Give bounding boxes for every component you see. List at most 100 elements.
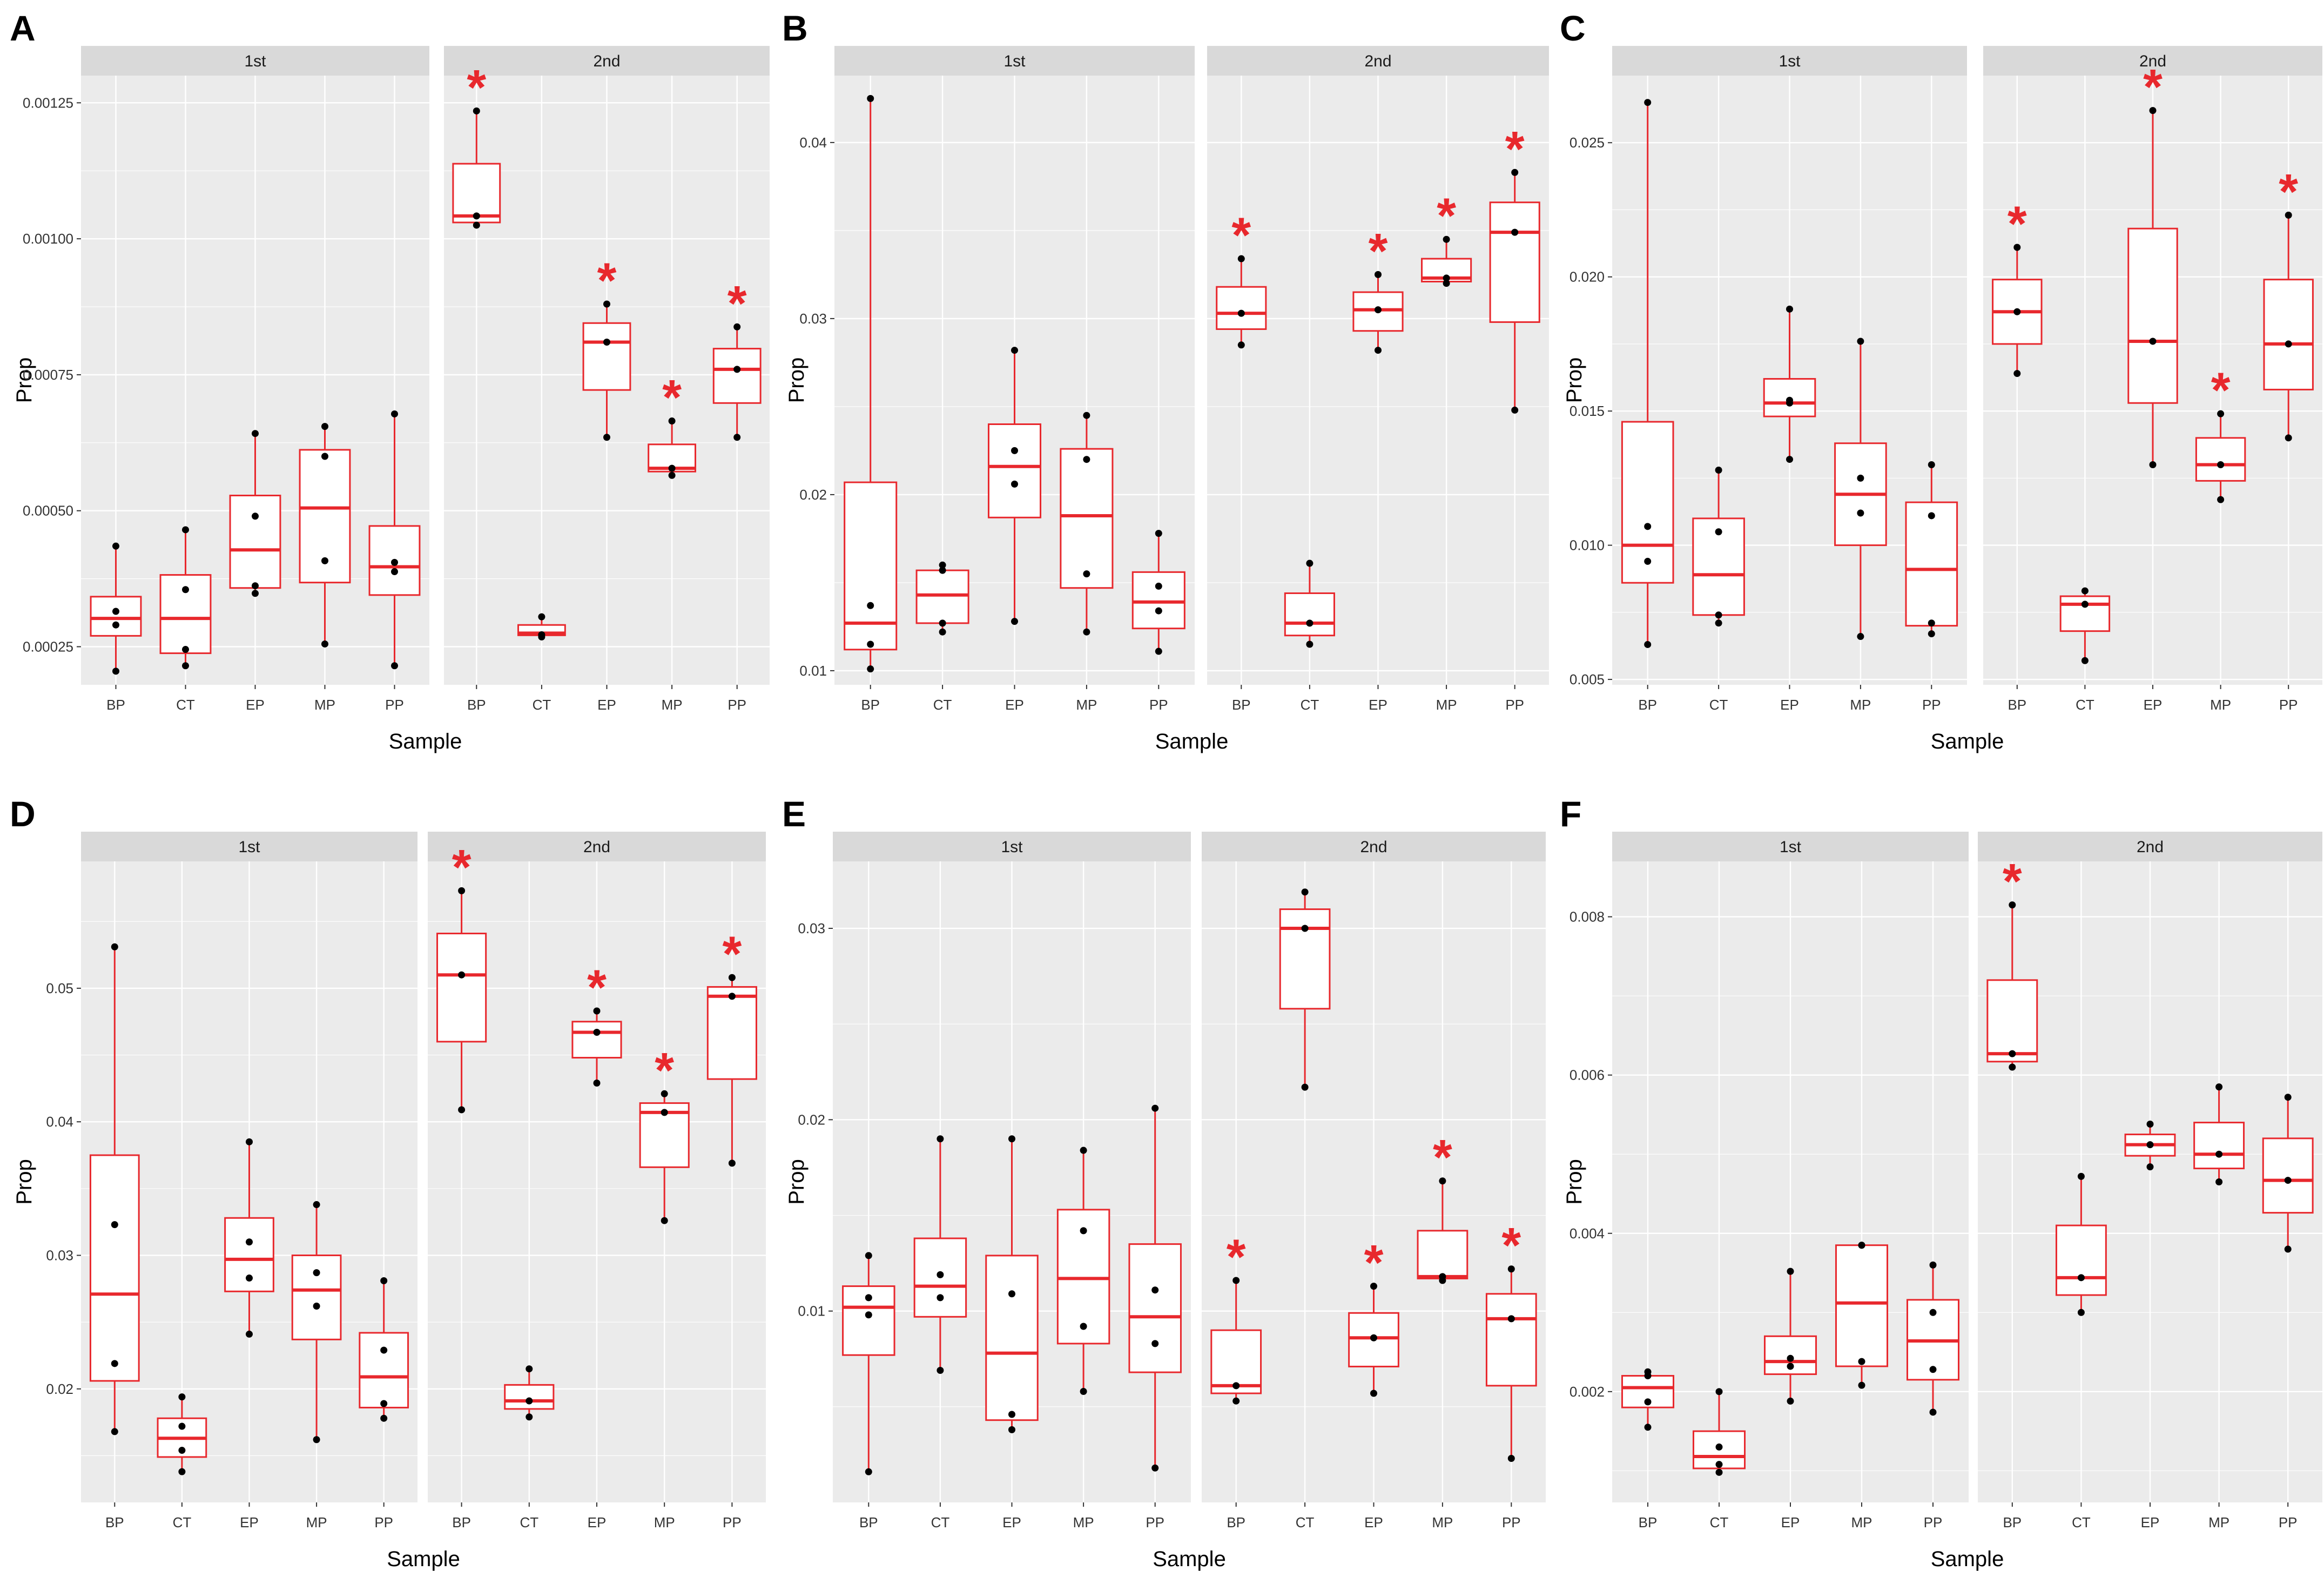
data-point [1151, 1286, 1159, 1294]
iqr-box [915, 569, 969, 624]
significance-star: * [1364, 1236, 1384, 1291]
data-point [473, 107, 480, 114]
box-pp: * [1485, 1218, 1537, 1462]
data-point [391, 662, 398, 670]
data-point [1151, 1104, 1159, 1112]
data-point [2146, 1163, 2154, 1171]
iqr-box [1621, 421, 1674, 584]
x-tick-label: EP [588, 1514, 607, 1530]
iqr-box [1216, 286, 1267, 330]
data-point [1786, 456, 1793, 463]
y-tick-label: 0.02 [799, 487, 827, 503]
box-mp [291, 1201, 342, 1444]
facet-strip [1207, 46, 1549, 76]
x-tick-label: PP [374, 1514, 393, 1530]
facet-1st: 1st BP CT EP MP PP [833, 832, 1191, 1530]
facet-strip [81, 832, 417, 861]
box-mp [1834, 338, 1887, 640]
box-ep [224, 1138, 274, 1338]
box-pp [368, 410, 421, 670]
box-bp: * [1986, 854, 2038, 1071]
data-point [1644, 557, 1652, 565]
data-point [1008, 1426, 1015, 1433]
y-tick-label: 0.002 [1569, 1384, 1605, 1400]
x-tick-label: CT [520, 1514, 538, 1530]
data-point [728, 1159, 736, 1167]
box-pp [359, 1277, 409, 1422]
significance-star: * [467, 60, 486, 115]
y-axis-title: Prop [785, 358, 809, 403]
y-tick-label: 0.01 [798, 1303, 825, 1319]
box-mp: * [1421, 188, 1472, 287]
facet-strip-label: 1st [1001, 838, 1023, 856]
x-tick-label: EP [246, 697, 265, 713]
data-point [1715, 1443, 1723, 1451]
data-point [458, 887, 466, 894]
data-point [112, 667, 119, 675]
data-point [526, 1397, 533, 1405]
data-point [1715, 1468, 1723, 1476]
panel-label: E [782, 794, 806, 834]
facet-strip-label: 2nd [2137, 838, 2164, 856]
facet-1st: 1st BP CT EP MP PP [1612, 46, 1967, 713]
y-tick-label: 0.004 [1569, 1225, 1605, 1242]
data-point [526, 1365, 533, 1373]
data-point [111, 1428, 118, 1435]
data-point [2149, 338, 2157, 345]
box-bp [90, 542, 142, 675]
x-tick-label: MP [1076, 697, 1097, 713]
iqr-box [706, 986, 757, 1080]
data-point [2285, 211, 2292, 219]
data-point [1083, 628, 1090, 636]
x-tick-label: EP [1364, 1514, 1383, 1530]
facet-2nd: 2nd * BP CT * EP * MP * PP [1202, 832, 1546, 1530]
data-point [937, 1135, 944, 1143]
data-point [1443, 280, 1450, 287]
data-point [321, 453, 328, 460]
x-tick-label: CT [933, 697, 952, 713]
significance-star: * [2279, 164, 2298, 219]
data-point [2009, 1050, 2016, 1057]
iqr-box [224, 1217, 274, 1292]
data-point [1443, 235, 1450, 243]
iqr-box [1986, 979, 2038, 1063]
iqr-box [2055, 1224, 2107, 1296]
significance-star: * [2003, 854, 2022, 909]
iqr-box [985, 1255, 1039, 1421]
data-point [1083, 456, 1090, 463]
data-point [1155, 607, 1162, 615]
data-point [865, 1468, 872, 1475]
data-point [2215, 1083, 2223, 1091]
data-point [1080, 1147, 1087, 1154]
data-point [1306, 559, 1313, 567]
y-tick-label: 0.006 [1569, 1067, 1605, 1083]
data-point [178, 1393, 186, 1401]
data-point [1857, 633, 1864, 640]
data-point [1858, 1242, 1865, 1249]
facet-2nd: 2nd * BP CT * EP * MP * PP [428, 832, 766, 1530]
data-point [112, 621, 119, 629]
y-tick-label: 0.02 [46, 1381, 73, 1397]
data-point [867, 602, 874, 609]
y-axis-title: Prop [12, 358, 36, 403]
box-bp [1621, 1368, 1675, 1431]
data-point [668, 417, 676, 425]
significance-star: * [1437, 188, 1456, 244]
data-point [391, 410, 398, 417]
box-pp [2262, 1094, 2314, 1253]
data-point [1011, 347, 1018, 354]
box-ct [2059, 587, 2111, 664]
box-mp [1056, 1147, 1110, 1395]
box-ct [157, 1393, 207, 1475]
facet-strip [1612, 832, 1969, 861]
iqr-box [2127, 227, 2178, 404]
facet-strip [444, 46, 770, 76]
x-tick-label: EP [2144, 697, 2163, 713]
x-axis-title: Sample [1931, 1547, 2004, 1571]
facet-strip-label: 2nd [593, 52, 620, 70]
x-tick-label: MP [1432, 1514, 1453, 1530]
box-mp: * [2195, 363, 2246, 503]
panel-label: B [782, 8, 808, 48]
iqr-box [2262, 1137, 2314, 1214]
data-point [865, 1252, 872, 1259]
